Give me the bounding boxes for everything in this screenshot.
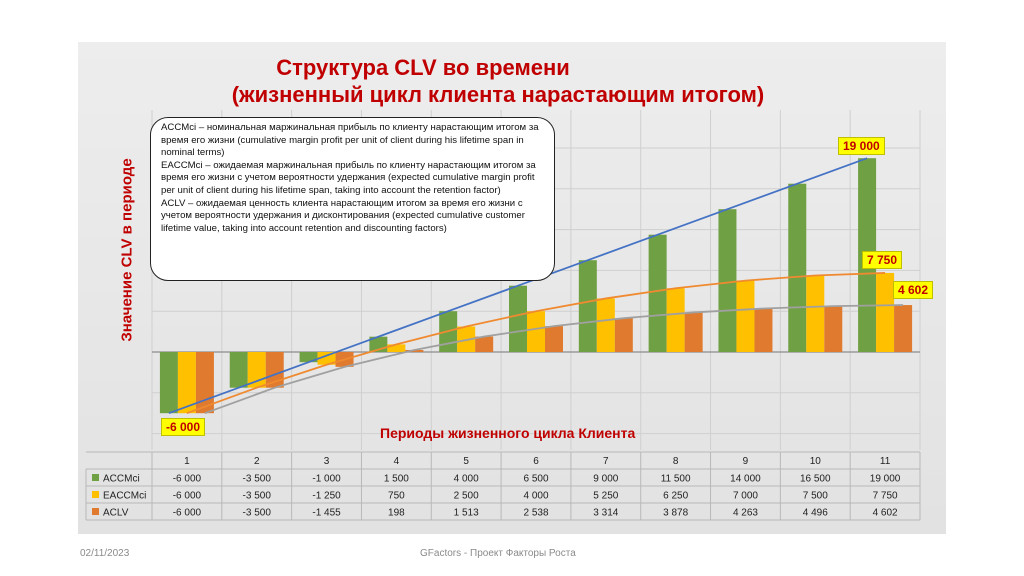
bar-eaccmci-9	[736, 280, 755, 352]
note-accm: ACCMci – номинальная маржинальная прибыл…	[161, 122, 539, 159]
legend-label-eaccmci: EACCMci	[103, 491, 146, 502]
bar-aclv-6	[545, 326, 563, 352]
table-value: 14 000	[730, 474, 761, 485]
footer-project: GFactors - Проект Факторы Роста	[420, 548, 576, 559]
chart-title-line2: (жизненный цикл клиента нарастающим итог…	[231, 82, 765, 107]
callout-first-value: -6 000	[161, 418, 206, 436]
x-axis-label: Периоды жизненного цикла Клиента	[380, 425, 636, 441]
table-value: 2 500	[454, 491, 479, 502]
x-tick-label: 5	[463, 456, 469, 467]
table-value: -1 000	[312, 474, 341, 485]
x-tick-label: 7	[603, 456, 609, 467]
table-value: 16 500	[800, 474, 831, 485]
bar-accmci-8	[648, 234, 667, 352]
bar-aclv-8	[684, 312, 703, 352]
trendline-accmci	[168, 157, 868, 415]
legend-label-accmci: ACCMci	[103, 474, 140, 485]
bar-aclv-10	[824, 306, 843, 352]
table-value: 750	[388, 491, 405, 502]
table-value: -3 500	[243, 474, 272, 485]
bar-accmci-7	[578, 260, 597, 352]
x-tick-label: 6	[533, 456, 539, 467]
bar-aclv-5	[475, 336, 494, 352]
table-value: 2 538	[523, 508, 548, 519]
table-value: 11 500	[661, 474, 691, 485]
table-value: -6 000	[173, 491, 202, 502]
y-axis-label: Значение CLV в периоде	[118, 158, 136, 342]
note-eaccm: EACCMci – ожидаемая маржинальная прибыль…	[161, 159, 536, 196]
table-value: 7 500	[803, 491, 828, 502]
trendline-eaccmci	[186, 272, 886, 415]
table-value: 3 878	[663, 508, 688, 519]
callout-aclv-last: 4 602	[893, 281, 934, 299]
trendline-aclv	[204, 304, 904, 415]
bar-eaccmci-3	[317, 352, 336, 365]
table-value: 6 500	[523, 474, 548, 485]
table-value: 7 000	[733, 491, 758, 502]
table-value: -1 455	[312, 508, 341, 519]
bar-aclv-11	[894, 305, 913, 352]
x-tick-label: 3	[324, 456, 330, 467]
table-value: 6 250	[663, 491, 688, 502]
bar-accmci-6	[509, 285, 527, 352]
bar-eaccmci-4	[387, 344, 406, 352]
table-value: -3 500	[243, 491, 272, 502]
callout-eaccm-last: 7 750	[862, 251, 903, 269]
table-value: -3 500	[243, 508, 272, 519]
bar-accmci-2	[229, 352, 248, 388]
table-value: 4 000	[523, 491, 548, 502]
table-value: 19 000	[870, 474, 901, 485]
x-tick-label: 8	[673, 456, 679, 467]
bar-accmci-3	[299, 352, 318, 363]
legend-swatch-eaccmci	[92, 491, 99, 498]
bar-accmci-10	[788, 183, 807, 352]
x-tick-label: 10	[810, 456, 822, 467]
table-value: 5 250	[593, 491, 618, 502]
x-tick-label: 4	[394, 456, 400, 467]
legend-note-box: ACCMci – номинальная маржинальная прибыл…	[150, 117, 555, 281]
x-tick-label: 1	[184, 456, 190, 467]
bar-accmci-1	[159, 352, 178, 414]
bar-aclv-4	[405, 349, 424, 352]
note-aclv: ACLV – ожидаемая ценность клиента нараст…	[161, 197, 525, 234]
table-value: 7 750	[873, 491, 898, 502]
table-value: -1 250	[312, 491, 341, 502]
table-value: 4 496	[803, 508, 828, 519]
bar-eaccmci-11	[876, 272, 895, 352]
table-value: -6 000	[173, 508, 202, 519]
legend-swatch-accmci	[92, 474, 99, 481]
bar-eaccmci-7	[596, 298, 615, 352]
table-value: 9 000	[593, 474, 618, 485]
x-tick-label: 11	[880, 456, 891, 467]
bar-eaccmci-6	[527, 311, 545, 352]
table-value: 4 602	[873, 508, 898, 519]
bar-eaccmci-1	[177, 352, 196, 414]
legend-swatch-aclv	[92, 508, 99, 515]
legend-label-aclv: ACLV	[103, 508, 129, 519]
table-value: 1 500	[384, 474, 409, 485]
table-value: 3 314	[593, 508, 618, 519]
bar-eaccmci-8	[666, 288, 685, 352]
bar-accmci-9	[718, 209, 737, 352]
table-value: -6 000	[173, 474, 202, 485]
bar-aclv-2	[265, 352, 284, 388]
bar-eaccmci-10	[806, 275, 825, 352]
table-value: 4 263	[733, 508, 758, 519]
x-tick-label: 9	[743, 456, 749, 467]
bar-aclv-7	[614, 318, 633, 352]
table-value: 1 513	[454, 508, 479, 519]
chart-title-line1: Структура CLV во времени	[276, 55, 570, 80]
table-value: 198	[388, 508, 405, 519]
footer-date: 02/11/2023	[80, 548, 130, 559]
bar-eaccmci-2	[247, 352, 266, 388]
table-value: 4 000	[454, 474, 479, 485]
callout-accm-last: 19 000	[838, 137, 885, 155]
x-tick-label: 2	[254, 456, 260, 467]
bar-aclv-9	[754, 308, 773, 352]
